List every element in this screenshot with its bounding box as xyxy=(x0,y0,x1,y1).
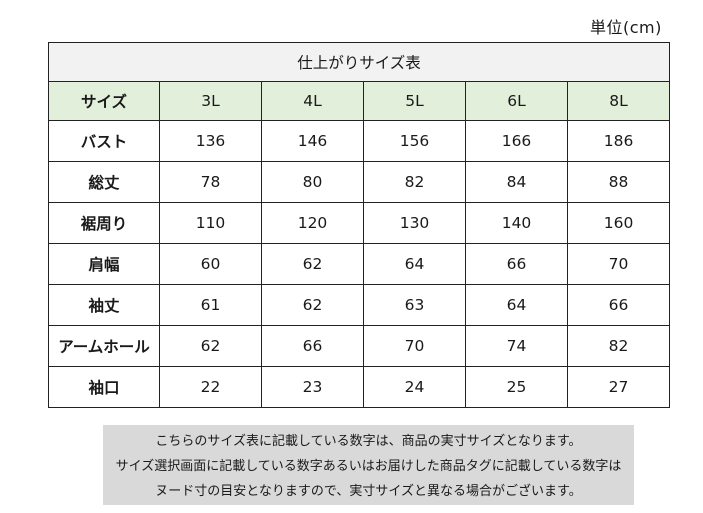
table-cell: 23 xyxy=(261,366,364,408)
row-label: バスト xyxy=(48,120,160,162)
table-row: アームホール 62 66 70 74 82 xyxy=(48,325,671,367)
table-cell: 70 xyxy=(566,243,671,285)
row-label: 袖口 xyxy=(48,366,160,408)
table-header-row: サイズ 3L 4L 5L 6L 8L xyxy=(48,81,671,121)
header-size-5l: 5L xyxy=(363,81,466,121)
table-cell: 61 xyxy=(159,284,262,326)
table-cell: 70 xyxy=(363,325,466,367)
table-cell: 66 xyxy=(566,284,671,326)
unit-label: 単位(cm) xyxy=(590,18,662,37)
table-cell: 110 xyxy=(159,202,262,244)
table-cell: 82 xyxy=(566,325,671,367)
table-cell: 63 xyxy=(363,284,466,326)
table-cell: 62 xyxy=(159,325,262,367)
header-size-4l: 4L xyxy=(261,81,364,121)
table-cell: 120 xyxy=(261,202,364,244)
table-cell: 64 xyxy=(363,243,466,285)
table-cell: 62 xyxy=(261,284,364,326)
table-cell: 66 xyxy=(465,243,568,285)
row-label: アームホール xyxy=(48,325,160,367)
header-size-3l: 3L xyxy=(159,81,262,121)
table-cell: 22 xyxy=(159,366,262,408)
table-cell: 140 xyxy=(465,202,568,244)
table-row: 袖口 22 23 24 25 27 xyxy=(48,366,671,408)
table-cell: 160 xyxy=(566,202,671,244)
size-table: 仕上がりサイズ表 サイズ 3L 4L 5L 6L 8L バスト 136 146 … xyxy=(47,42,671,408)
table-title-row: 仕上がりサイズ表 xyxy=(47,42,671,82)
table-cell: 62 xyxy=(261,243,364,285)
table-cell: 64 xyxy=(465,284,568,326)
table-row: バスト 136 146 156 166 186 xyxy=(48,120,671,162)
table-row: 裾周り 110 120 130 140 160 xyxy=(48,202,671,244)
table-cell: 156 xyxy=(363,120,466,162)
table-cell: 146 xyxy=(261,120,364,162)
row-label: 総丈 xyxy=(48,161,160,203)
table-title: 仕上がりサイズ表 xyxy=(47,42,671,82)
table-row: 総丈 78 80 82 84 88 xyxy=(48,161,671,203)
header-size-8l: 8L xyxy=(566,81,671,121)
table-row: 袖丈 61 62 63 64 66 xyxy=(48,284,671,326)
table-cell: 27 xyxy=(566,366,671,408)
note-line: こちらのサイズ表に記載している数字は、商品の実寸サイズとなります。 xyxy=(155,434,582,449)
note-line: サイズ選択画面に記載している数字あるいはお届けした商品タグに記載している数字は xyxy=(115,459,622,474)
table-cell: 186 xyxy=(566,120,671,162)
header-size-label: サイズ xyxy=(48,81,160,121)
header-size-6l: 6L xyxy=(465,81,568,121)
table-cell: 74 xyxy=(465,325,568,367)
table-cell: 84 xyxy=(465,161,568,203)
table-cell: 60 xyxy=(159,243,262,285)
table-cell: 166 xyxy=(465,120,568,162)
note-line: ヌード寸の目安となりますので、実寸サイズと異なる場合がございます。 xyxy=(155,484,582,499)
table-cell: 78 xyxy=(159,161,262,203)
table-cell: 82 xyxy=(363,161,466,203)
table-cell: 130 xyxy=(363,202,466,244)
row-label: 袖丈 xyxy=(48,284,160,326)
table-cell: 80 xyxy=(261,161,364,203)
table-cell: 136 xyxy=(159,120,262,162)
table-cell: 66 xyxy=(261,325,364,367)
row-label: 肩幅 xyxy=(48,243,160,285)
row-label: 裾周り xyxy=(48,202,160,244)
table-cell: 24 xyxy=(363,366,466,408)
table-cell: 25 xyxy=(465,366,568,408)
table-row: 肩幅 60 62 64 66 70 xyxy=(48,243,671,285)
table-cell: 88 xyxy=(566,161,671,203)
size-note-box: こちらのサイズ表に記載している数字は、商品の実寸サイズとなります。 サイズ選択画… xyxy=(103,425,634,505)
